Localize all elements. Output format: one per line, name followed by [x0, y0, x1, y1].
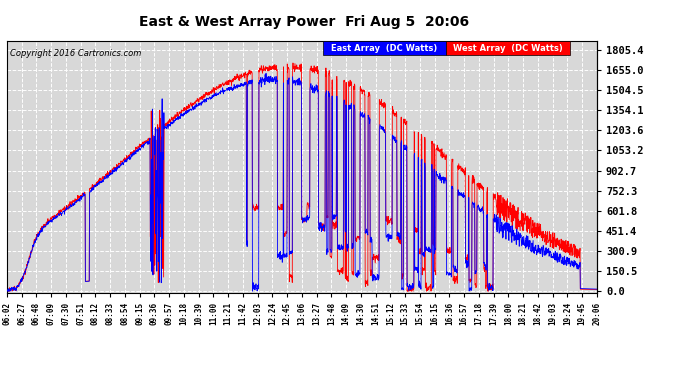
FancyBboxPatch shape: [322, 41, 446, 55]
FancyBboxPatch shape: [446, 41, 571, 55]
Text: West Array  (DC Watts): West Array (DC Watts): [453, 44, 563, 53]
Text: East & West Array Power  Fri Aug 5  20:06: East & West Array Power Fri Aug 5 20:06: [139, 15, 469, 29]
Text: East Array  (DC Watts): East Array (DC Watts): [331, 44, 437, 53]
Text: Copyright 2016 Cartronics.com: Copyright 2016 Cartronics.com: [10, 49, 141, 58]
